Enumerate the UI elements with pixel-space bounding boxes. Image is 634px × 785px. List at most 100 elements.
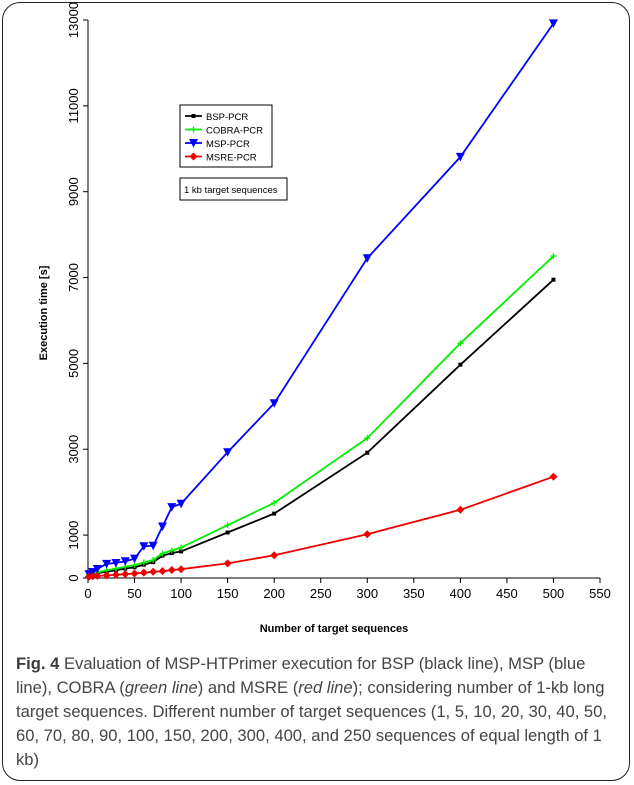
x-tick-label: 0 [84, 586, 91, 601]
legend-label: MSRE-PCR [206, 153, 257, 164]
annotation-box [179, 177, 288, 201]
caption-text: ) and MSRE ( [197, 678, 299, 697]
data-point [458, 362, 463, 367]
data-point [223, 448, 233, 457]
data-point [457, 340, 464, 347]
caption-italic-red: red line [298, 678, 353, 697]
data-point [111, 570, 120, 579]
data-point [157, 522, 167, 531]
x-tick-label: 200 [263, 586, 285, 601]
annotation-text: 1 kb target sequences [184, 185, 278, 196]
series-msre-pcr [84, 472, 558, 581]
data-point [363, 530, 372, 539]
data-point [102, 571, 111, 580]
legend-label: MSP-PCR [206, 139, 250, 150]
data-point [271, 499, 278, 506]
x-tick-label: 300 [356, 586, 378, 601]
data-point [159, 550, 166, 557]
data-point [272, 511, 277, 516]
series-line [88, 475, 554, 578]
legend-label: COBRA-PCR [206, 126, 263, 137]
x-tick-label: 550 [589, 586, 611, 601]
data-point [150, 556, 157, 563]
data-point [88, 567, 98, 577]
series-layer [84, 19, 558, 581]
y-tick-label: 9000 [66, 177, 81, 206]
data-point [549, 472, 558, 481]
data-point [130, 554, 140, 564]
x-tick-label: 400 [450, 586, 472, 601]
x-axis-label: Number of target sequences [260, 623, 409, 635]
data-point [364, 435, 371, 442]
data-point [149, 567, 158, 576]
y-tick-label: 3000 [66, 435, 81, 464]
y-tick-label: 1000 [66, 521, 81, 550]
data-point [111, 558, 121, 568]
x-tick-label: 500 [543, 586, 565, 601]
data-point [456, 505, 465, 514]
data-point [550, 253, 557, 260]
legend-marker [189, 139, 198, 148]
series-line [88, 22, 555, 575]
x-tick-label: 100 [170, 586, 192, 601]
series-line [88, 279, 555, 577]
y-tick-label: 5000 [66, 349, 81, 378]
data-point [176, 499, 186, 509]
data-point [455, 152, 465, 162]
y-tick-label: 11000 [66, 88, 81, 123]
data-point [362, 254, 372, 263]
data-point [551, 277, 556, 282]
legend-label: BSP-PCR [206, 112, 248, 123]
x-tick-label: 450 [496, 586, 518, 601]
data-point [224, 522, 231, 529]
caption-italic-green: green line [124, 678, 198, 697]
x-tick-label: 350 [403, 586, 425, 601]
legend: BSP-PCR COBRA-PCR MSP-PCR MSRE-PCR 1 kb targ… [179, 104, 288, 201]
data-point [168, 547, 175, 554]
line-chart: 0 50 100 150 200 250 300 350 400 450 500 550 0 1000 30… [38, 2, 611, 635]
series-msp-pcr [84, 19, 558, 579]
data-point [158, 567, 167, 576]
legend-marker [191, 114, 196, 118]
data-point [148, 541, 158, 551]
data-point [102, 559, 112, 569]
series-line [88, 255, 555, 576]
data-point [167, 503, 177, 512]
x-tick-label: 250 [310, 586, 332, 601]
data-point [121, 570, 130, 579]
data-point [270, 551, 279, 560]
y-tick-label: 0 [66, 574, 81, 581]
series-cobra-pcr [85, 253, 557, 578]
data-point [88, 572, 97, 581]
y-axis-label: Execution time [s] [38, 265, 50, 360]
data-point [225, 530, 230, 535]
figure-caption: Fig. 4 Evaluation of MSP-HTPrimer execut… [16, 652, 616, 772]
data-point [120, 557, 130, 566]
data-point [223, 559, 232, 568]
data-point [92, 564, 102, 574]
data-point [178, 544, 185, 551]
data-point [179, 549, 184, 554]
data-point [140, 559, 147, 566]
x-tick-label: 150 [217, 586, 239, 601]
data-point [130, 569, 139, 578]
figure-label: Fig. 4 [16, 654, 60, 673]
legend-marker [190, 126, 197, 133]
data-point [167, 566, 176, 575]
x-tick-label: 50 [127, 586, 141, 601]
data-point [365, 450, 370, 455]
y-tick-label: 7000 [66, 263, 81, 292]
series-bsp-pcr [86, 277, 556, 578]
chart-axes: 0 50 100 150 200 250 300 350 400 450 500 550 0 1000 30… [66, 2, 611, 601]
y-tick-label: 13000 [66, 2, 81, 38]
data-point [139, 568, 148, 577]
data-point [269, 399, 279, 408]
caption-text: Evaluation of MSP-HTPrimer execution for… [16, 654, 586, 697]
data-point [548, 19, 558, 28]
data-point [177, 565, 186, 574]
caption-text: ); considering number of 1-kb long targe… [16, 678, 607, 769]
legend-marker [189, 152, 198, 161]
data-point [139, 542, 149, 551]
data-point [93, 571, 102, 580]
